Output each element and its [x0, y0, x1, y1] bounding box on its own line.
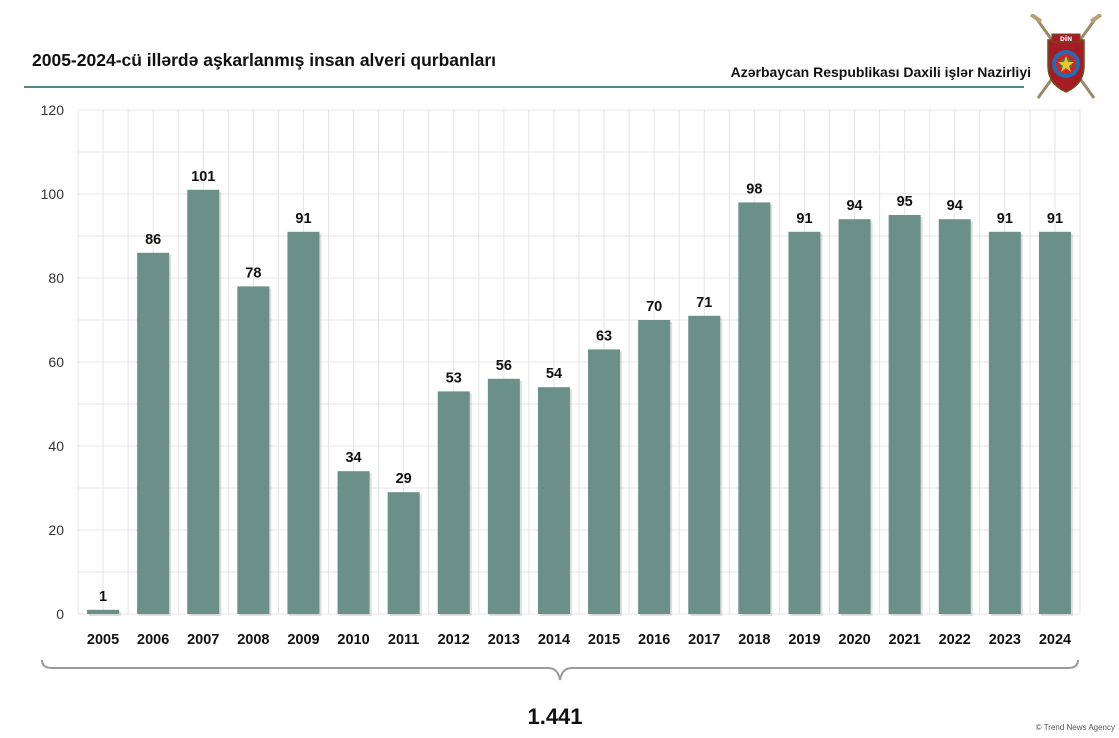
bar-value-label: 94 — [947, 198, 963, 214]
x-tick-label: 2017 — [688, 632, 720, 648]
bar-value-label: 91 — [796, 211, 812, 227]
bar-value-label: 71 — [696, 295, 712, 311]
credit-label: © Trend News Agency — [1035, 723, 1115, 732]
y-tick-label: 100 — [41, 186, 65, 202]
x-tick-label: 2008 — [237, 632, 269, 648]
total-value: 1.441 — [527, 704, 583, 729]
bar — [688, 315, 721, 614]
x-tick-label: 2021 — [889, 632, 921, 648]
bar-value-label: 98 — [746, 181, 762, 197]
bar — [588, 349, 621, 614]
y-tick-label: 80 — [48, 270, 64, 286]
x-tick-label: 2009 — [287, 632, 319, 648]
bar — [788, 231, 821, 615]
bar — [938, 219, 971, 614]
bar-value-label: 63 — [596, 328, 612, 344]
x-tick-label: 2007 — [187, 632, 219, 648]
bar-value-label: 54 — [546, 366, 562, 382]
bar-value-label: 101 — [191, 169, 215, 185]
x-tick-label: 2018 — [738, 632, 770, 648]
bar-value-label: 29 — [396, 471, 412, 487]
emblem-text: DİN — [1060, 36, 1072, 43]
header-divider — [24, 86, 1024, 88]
bar — [287, 231, 320, 615]
bar — [838, 219, 871, 614]
bar-value-label: 91 — [295, 211, 311, 227]
bar — [738, 202, 771, 614]
y-tick-label: 20 — [48, 522, 64, 538]
x-tick-label: 2020 — [838, 632, 870, 648]
x-tick-label: 2015 — [588, 632, 620, 648]
bar-value-label: 56 — [496, 358, 512, 374]
y-tick-label: 40 — [48, 438, 64, 454]
x-tick-label: 2011 — [388, 632, 419, 648]
source-label: Azərbaycan Respublikası Daxili işlər Naz… — [730, 64, 1031, 80]
x-tick-label: 2024 — [1039, 632, 1071, 648]
bar-value-label: 34 — [345, 450, 361, 466]
ministry-emblem-icon: DİN — [1029, 14, 1103, 99]
bar — [137, 252, 170, 615]
bar-value-label: 70 — [646, 299, 662, 315]
x-tick-label: 2014 — [538, 632, 570, 648]
bar-value-label: 95 — [897, 194, 913, 210]
bar-value-label: 91 — [997, 211, 1013, 227]
x-tick-label: 2019 — [788, 632, 820, 648]
total-brace — [41, 659, 1079, 681]
x-tick-label: 2022 — [939, 632, 971, 648]
bar — [487, 378, 520, 614]
bar-value-label: 1 — [99, 589, 107, 605]
bar-value-label: 94 — [846, 198, 862, 214]
x-tick-label: 2012 — [438, 632, 470, 648]
x-tick-label: 2016 — [638, 632, 670, 648]
bar-value-label: 53 — [446, 370, 462, 386]
bar — [988, 231, 1021, 615]
chart-title: 2005-2024-cü illərdə aşkarlanmış insan a… — [32, 50, 496, 70]
x-tick-label: 2013 — [488, 632, 520, 648]
x-tick-label: 2005 — [87, 632, 119, 648]
bar — [187, 189, 220, 615]
bar — [437, 391, 470, 614]
bar — [638, 320, 671, 614]
bar — [1038, 231, 1071, 615]
bar — [337, 471, 370, 614]
bar-value-label: 91 — [1047, 211, 1063, 227]
bar — [87, 609, 120, 614]
y-tick-label: 0 — [56, 606, 64, 622]
bar-value-label: 86 — [145, 232, 161, 248]
x-tick-label: 2010 — [337, 632, 369, 648]
bar-value-label: 78 — [245, 265, 261, 281]
bar — [888, 215, 921, 614]
x-tick-label: 2006 — [137, 632, 169, 648]
bar — [537, 387, 570, 614]
y-tick-label: 120 — [41, 102, 65, 118]
bar — [237, 286, 270, 614]
bar — [387, 492, 420, 614]
x-tick-label: 2023 — [989, 632, 1021, 648]
y-tick-label: 60 — [48, 354, 64, 370]
